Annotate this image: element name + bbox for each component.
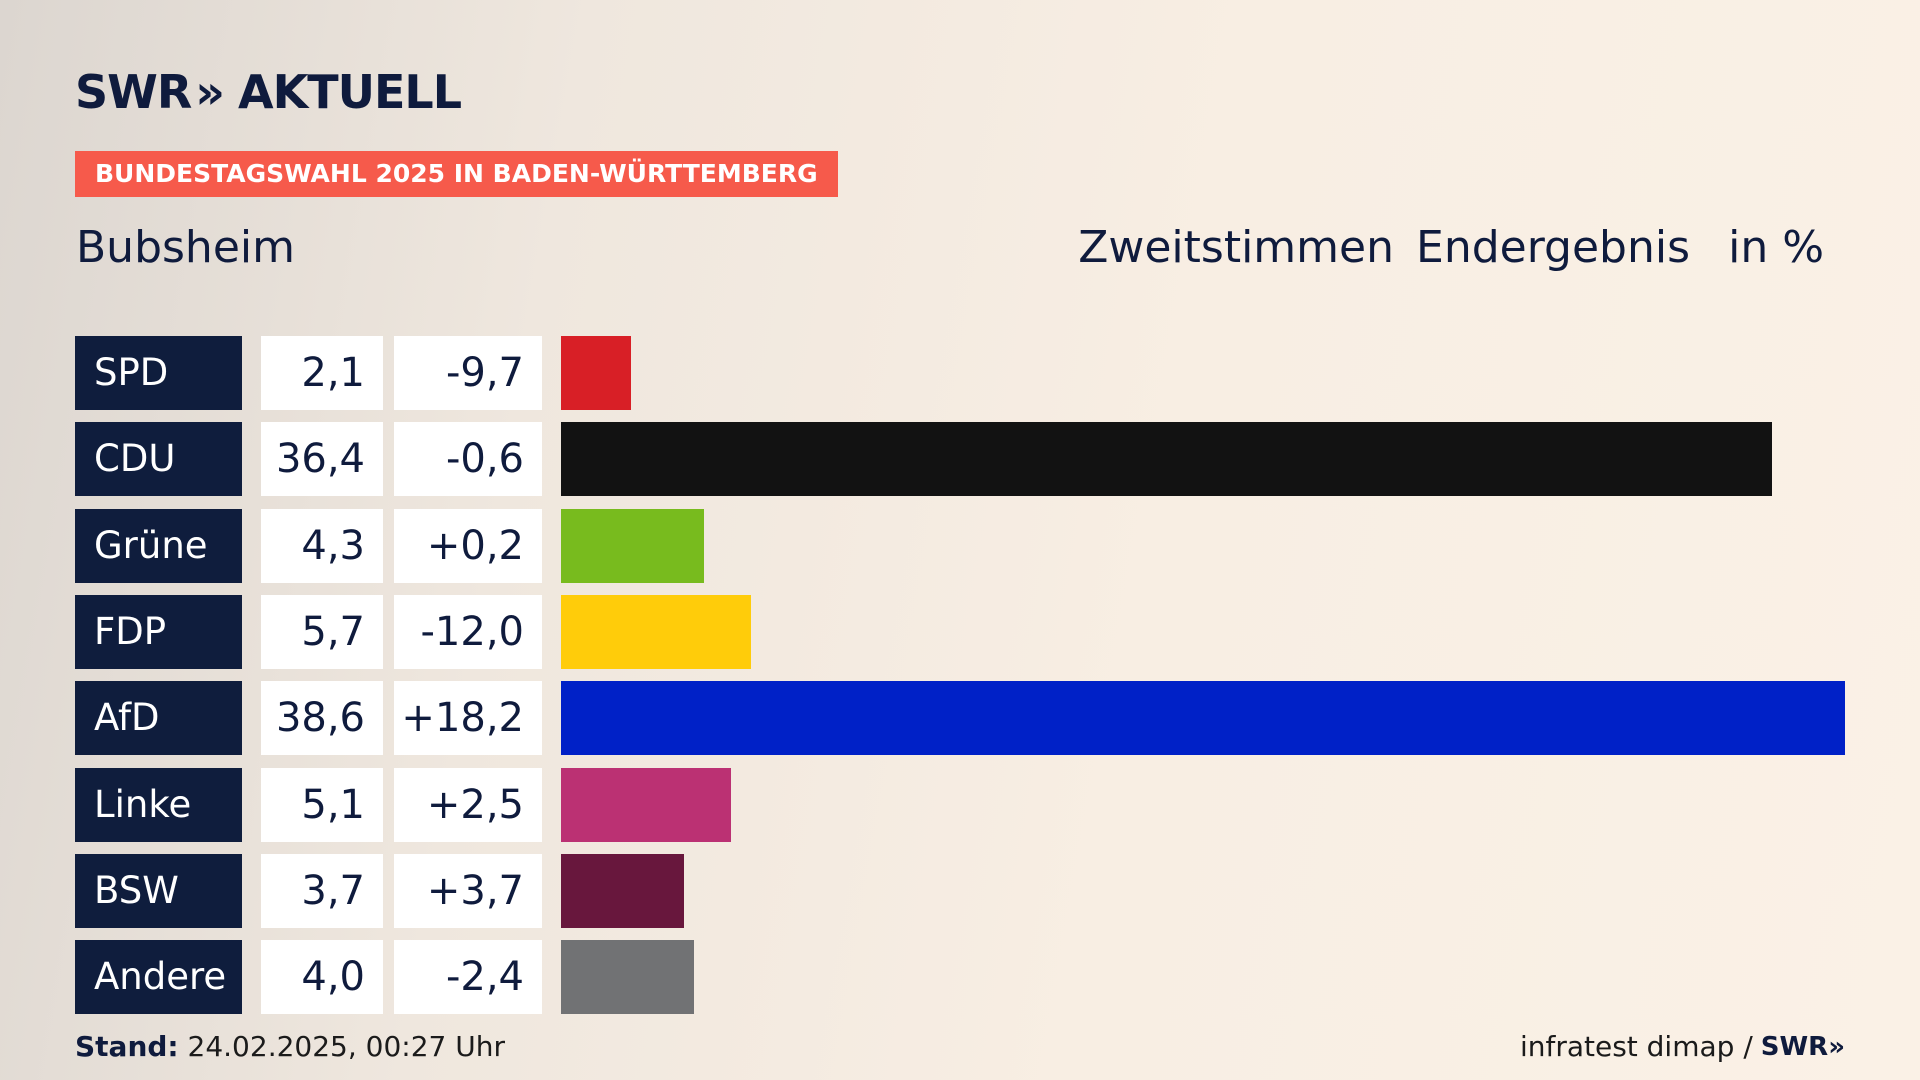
election-banner: BUNDESTAGSWAHL 2025 IN BADEN-WÜRTTEMBERG bbox=[75, 151, 838, 197]
result-bar bbox=[561, 422, 1772, 496]
result-value: 36,4 bbox=[261, 422, 383, 496]
result-change: -2,4 bbox=[394, 940, 542, 1014]
party-label: AfD bbox=[75, 681, 242, 755]
result-bar bbox=[561, 509, 704, 583]
result-change: +18,2 bbox=[394, 681, 542, 755]
result-value: 3,7 bbox=[261, 854, 383, 928]
party-label: Andere bbox=[75, 940, 242, 1014]
party-label: FDP bbox=[75, 595, 242, 669]
source-brand: SWR» bbox=[1760, 1032, 1845, 1062]
swr-aktuell-logo: SWR » AKTUELL bbox=[75, 65, 462, 119]
header-unit: in % bbox=[1728, 222, 1824, 273]
result-change: +0,2 bbox=[394, 509, 542, 583]
timestamp: Stand: 24.02.2025, 00:27 Uhr bbox=[75, 1030, 505, 1064]
result-value: 4,3 bbox=[261, 509, 383, 583]
stand-value: 24.02.2025, 00:27 Uhr bbox=[187, 1030, 505, 1063]
place-title: Bubsheim bbox=[76, 222, 295, 273]
party-label: SPD bbox=[75, 336, 242, 410]
result-change: -9,7 bbox=[394, 336, 542, 410]
result-value: 2,1 bbox=[261, 336, 383, 410]
result-bar bbox=[561, 595, 751, 669]
source-credit: infratest dimap / SWR» bbox=[1520, 1030, 1845, 1064]
result-value: 5,1 bbox=[261, 768, 383, 842]
header-vote-type: Zweitstimmen bbox=[1078, 222, 1394, 273]
result-bar bbox=[561, 768, 731, 842]
result-bar bbox=[561, 681, 1845, 755]
result-change: +3,7 bbox=[394, 854, 542, 928]
party-label: Grüne bbox=[75, 509, 242, 583]
stand-label: Stand: bbox=[75, 1030, 179, 1063]
source-text: infratest dimap / bbox=[1519, 1030, 1753, 1063]
party-label: BSW bbox=[75, 854, 242, 928]
header-status: Endergebnis bbox=[1416, 222, 1690, 273]
result-bar bbox=[561, 336, 631, 410]
result-value: 38,6 bbox=[261, 681, 383, 755]
logo-chevron-icon: » bbox=[195, 65, 225, 119]
result-change: -0,6 bbox=[394, 422, 542, 496]
party-label: CDU bbox=[75, 422, 242, 496]
logo-brand: SWR bbox=[75, 65, 192, 119]
result-value: 4,0 bbox=[261, 940, 383, 1014]
result-bar bbox=[561, 854, 684, 928]
party-label: Linke bbox=[75, 768, 242, 842]
result-value: 5,7 bbox=[261, 595, 383, 669]
result-change: +2,5 bbox=[394, 768, 542, 842]
result-bar bbox=[561, 940, 694, 1014]
logo-title: AKTUELL bbox=[238, 65, 462, 119]
result-change: -12,0 bbox=[394, 595, 542, 669]
